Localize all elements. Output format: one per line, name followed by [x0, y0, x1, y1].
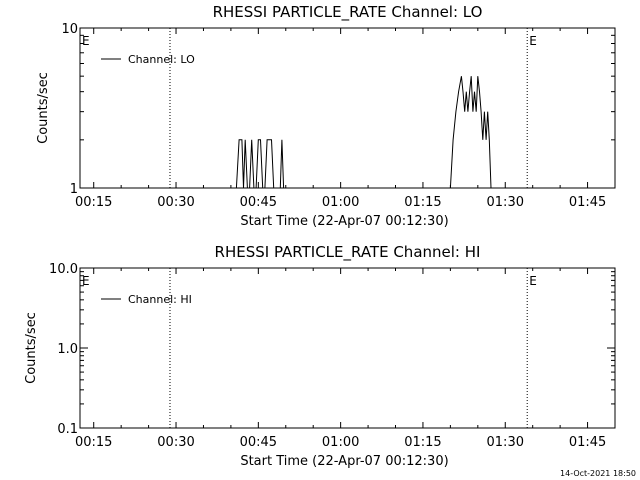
event-marker-label: E [82, 34, 90, 48]
event-marker-label: E [529, 34, 537, 48]
timestamp: 14-Oct-2021 18:50 [560, 469, 636, 478]
plot-frame [79, 267, 616, 429]
y-tick-label: 1.0 [57, 342, 78, 357]
x-tick-label: 01:00 [322, 435, 359, 450]
series-line-segment [449, 76, 498, 189]
x-tick-label: 00:45 [240, 195, 277, 210]
x-tick-label: 01:15 [404, 195, 441, 210]
x-tick-label: 00:15 [75, 195, 112, 210]
legend-label: Channel: HI [128, 293, 192, 306]
chart-panel-hi: RHESSI PARTICLE_RATE Channel: HI 00:15 00:… [24, 243, 606, 469]
event-marker-label: E [529, 274, 537, 288]
series-line-segment [235, 139, 289, 189]
plot-frame [79, 27, 616, 189]
y-tick-label: 1 [70, 182, 78, 197]
x-axis-label: Start Time (22-Apr-07 00:12:30) [240, 454, 448, 469]
x-tick-label: 01:45 [569, 435, 606, 450]
x-tick-label: 00:30 [157, 195, 194, 210]
x-tick-label: 01:30 [487, 195, 524, 210]
x-tick-label: 00:15 [75, 435, 112, 450]
x-tick-label: 01:15 [404, 435, 441, 450]
x-tick-label: 01:30 [487, 435, 524, 450]
x-tick-label: 01:00 [322, 195, 359, 210]
x-axis-label: Start Time (22-Apr-07 00:12:30) [240, 214, 448, 229]
legend-label: Channel: LO [128, 53, 195, 66]
chart-panel-lo: RHESSI PARTICLE_RATE Channel: LO 00:15 00:… [36, 3, 606, 229]
y-tick-label: 0.1 [57, 422, 78, 437]
y-axis-label: Counts/sec [24, 312, 39, 384]
chart-title: RHESSI PARTICLE_RATE Channel: HI [215, 243, 481, 262]
x-tick-label: 00:45 [240, 435, 277, 450]
x-tick-label: 00:30 [157, 435, 194, 450]
y-axis-label: Counts/sec [36, 72, 51, 144]
x-tick-label: 01:45 [569, 195, 606, 210]
event-marker-label: E [82, 274, 90, 288]
chart-title: RHESSI PARTICLE_RATE Channel: LO [213, 3, 483, 22]
y-tick-label: 10.0 [49, 262, 78, 277]
y-tick-label: 10 [61, 22, 78, 37]
